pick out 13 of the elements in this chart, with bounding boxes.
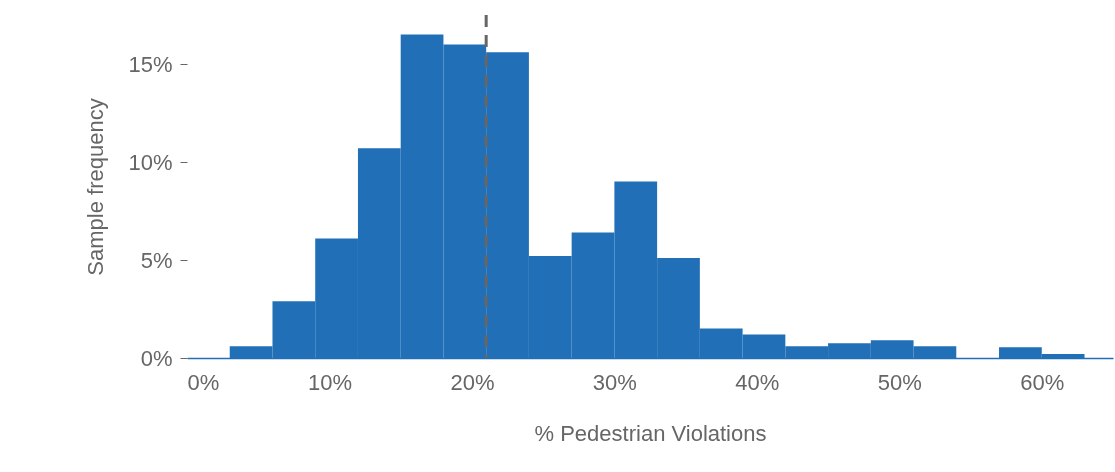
y-tick-label: 15% (128, 51, 173, 77)
x-axis-title: % Pedestrian Violations (534, 420, 767, 446)
x-tick-label: 60% (1020, 369, 1065, 395)
x-tick-label: 20% (450, 369, 495, 395)
x-tick-label: 30% (592, 369, 637, 395)
y-tick-label: 10% (128, 149, 173, 175)
x-tick-label: 50% (877, 369, 922, 395)
x-tick-label: 40% (735, 369, 780, 395)
y-axis-title: Sample frequency (83, 98, 109, 276)
y-tick-label: 0% (140, 345, 173, 371)
x-tick-label: 0% (187, 369, 220, 395)
x-tick-label: 10% (307, 369, 352, 395)
y-tick-label: 5% (140, 247, 173, 273)
